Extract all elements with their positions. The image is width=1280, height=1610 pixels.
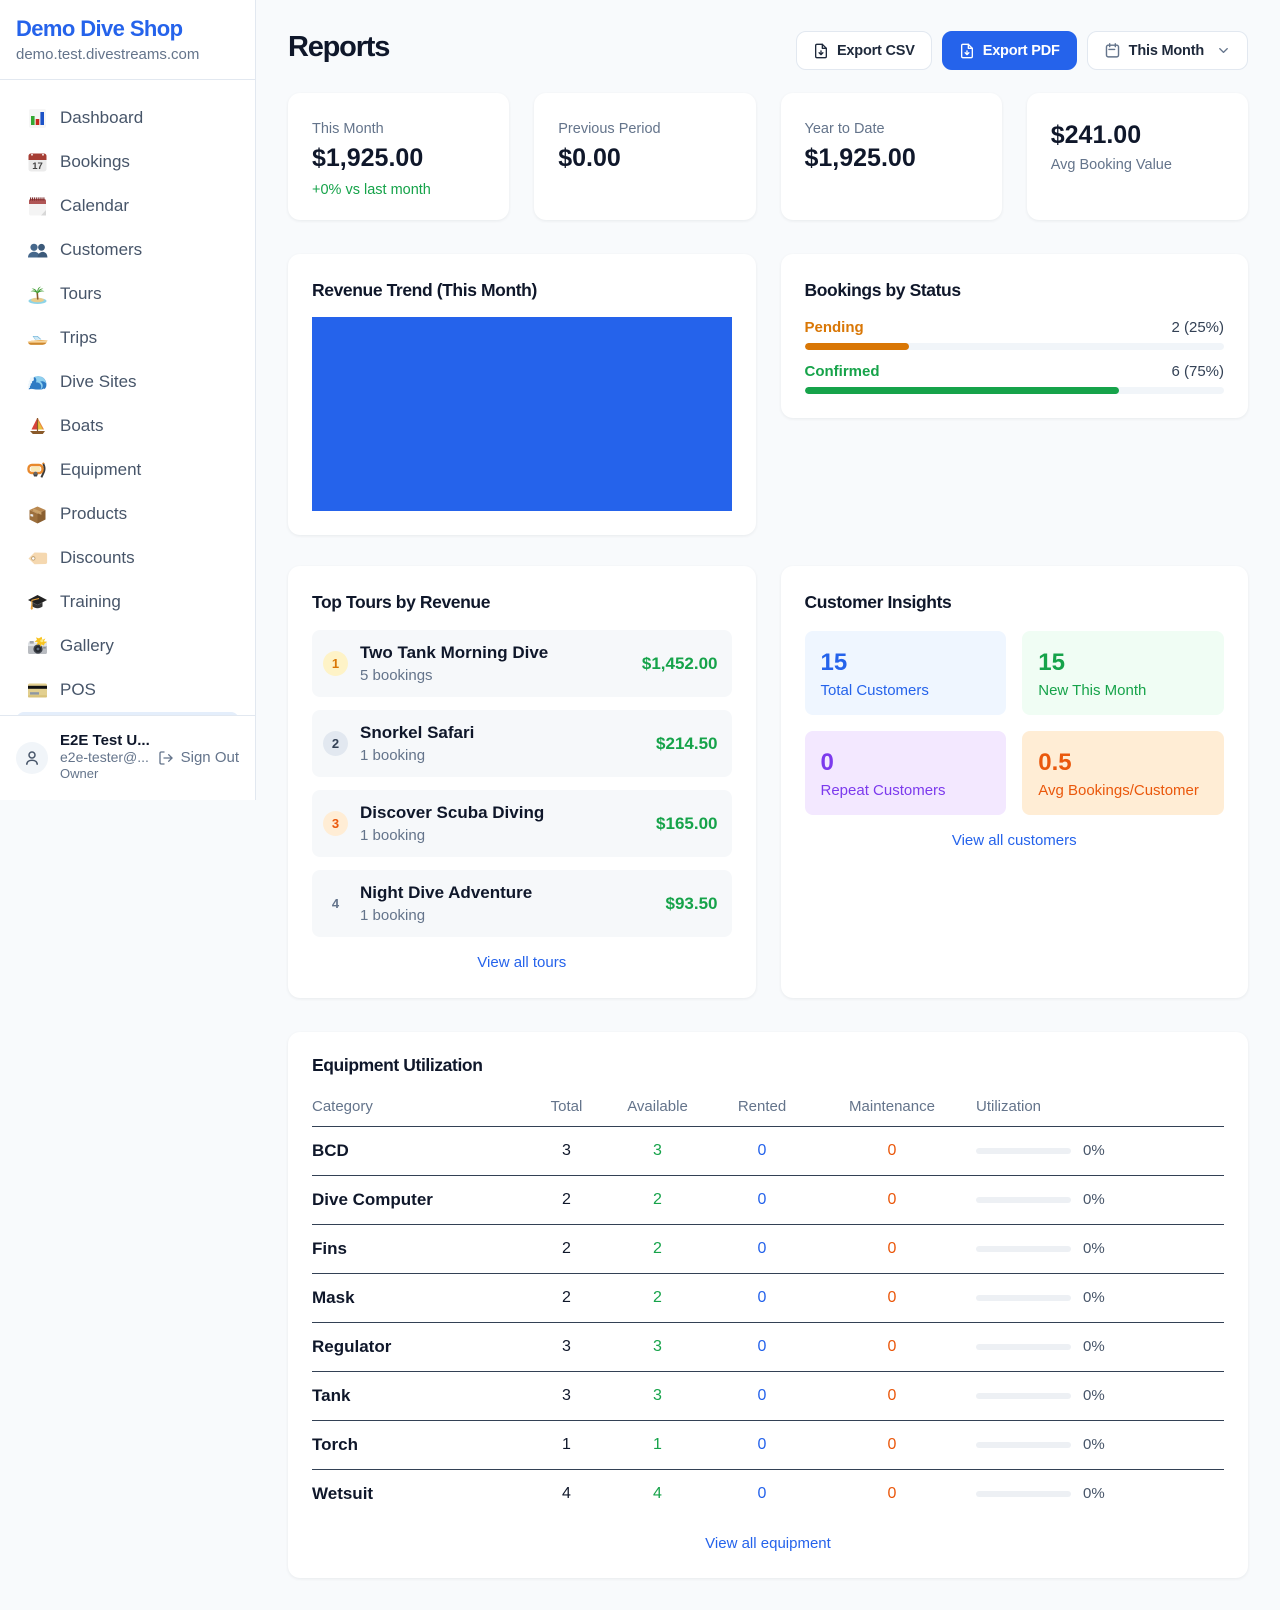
- svg-text:17: 17: [32, 161, 43, 172]
